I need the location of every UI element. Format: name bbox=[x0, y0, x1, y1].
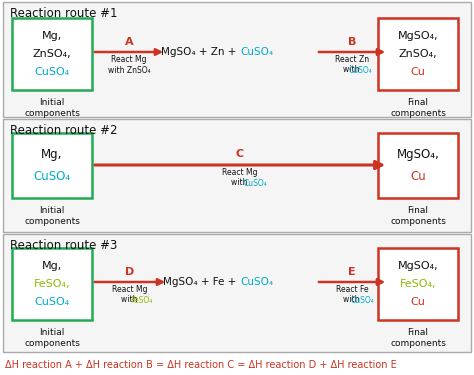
Text: CuSO₄: CuSO₄ bbox=[35, 297, 70, 307]
Text: ΔH reaction A + ΔH reaction B = ΔH reaction C = ΔH reaction D + ΔH reaction E: ΔH reaction A + ΔH reaction B = ΔH react… bbox=[5, 360, 397, 370]
Text: React Fe
with: React Fe with bbox=[336, 285, 368, 304]
Bar bbox=[3, 234, 471, 352]
Bar bbox=[378, 248, 458, 320]
Text: Reaction route #3: Reaction route #3 bbox=[10, 239, 118, 252]
Text: Final
components: Final components bbox=[390, 98, 446, 118]
Text: D: D bbox=[126, 267, 135, 277]
Text: FeSO₄: FeSO₄ bbox=[130, 296, 152, 305]
Text: E: E bbox=[348, 267, 356, 277]
Text: Initial
components: Initial components bbox=[24, 206, 80, 226]
Bar bbox=[12, 133, 92, 198]
Bar bbox=[378, 133, 458, 198]
Text: MgSO₄,: MgSO₄, bbox=[397, 148, 439, 161]
Text: ZnSO₄,: ZnSO₄, bbox=[33, 49, 71, 59]
Text: MgSO₄,: MgSO₄, bbox=[398, 31, 438, 41]
Text: FeSO₄,: FeSO₄, bbox=[34, 279, 70, 289]
Text: A: A bbox=[125, 37, 133, 47]
Text: Final
components: Final components bbox=[390, 206, 446, 226]
Text: FeSO₄,: FeSO₄, bbox=[400, 279, 436, 289]
Text: CuSO₄: CuSO₄ bbox=[240, 277, 273, 287]
Text: B: B bbox=[348, 37, 356, 47]
Bar bbox=[378, 18, 458, 90]
Text: Mg,: Mg, bbox=[41, 148, 63, 161]
Text: CuSO₄: CuSO₄ bbox=[244, 179, 268, 188]
Text: React Mg
with ZnSO₄: React Mg with ZnSO₄ bbox=[108, 55, 150, 75]
Text: Reaction route #1: Reaction route #1 bbox=[10, 7, 118, 20]
Text: React Mg
with: React Mg with bbox=[222, 168, 258, 188]
Text: CuSO₄: CuSO₄ bbox=[349, 66, 373, 75]
Text: Final
components: Final components bbox=[390, 328, 446, 348]
Text: MgSO₄ + Fe +: MgSO₄ + Fe + bbox=[164, 277, 240, 287]
Bar bbox=[12, 248, 92, 320]
Text: CuSO₄: CuSO₄ bbox=[34, 170, 71, 183]
Text: MgSO₄,: MgSO₄, bbox=[398, 261, 438, 271]
Text: React Zn
with: React Zn with bbox=[335, 55, 369, 74]
Bar bbox=[3, 119, 471, 232]
Text: CuSO₄: CuSO₄ bbox=[351, 296, 375, 305]
Bar bbox=[12, 18, 92, 90]
Text: Initial
components: Initial components bbox=[24, 98, 80, 118]
Text: Cu: Cu bbox=[410, 67, 426, 77]
Text: Cu: Cu bbox=[410, 297, 426, 307]
Text: C: C bbox=[236, 149, 244, 159]
Text: ZnSO₄,: ZnSO₄, bbox=[399, 49, 438, 59]
Text: Cu: Cu bbox=[410, 170, 426, 183]
Text: Initial
components: Initial components bbox=[24, 328, 80, 348]
Text: CuSO₄: CuSO₄ bbox=[240, 47, 273, 57]
Text: Mg,: Mg, bbox=[42, 261, 62, 271]
Text: React Mg
with: React Mg with bbox=[112, 285, 148, 304]
Text: MgSO₄ + Zn +: MgSO₄ + Zn + bbox=[161, 47, 240, 57]
Text: Reaction route #2: Reaction route #2 bbox=[10, 124, 118, 137]
Text: Mg,: Mg, bbox=[42, 31, 62, 41]
Bar bbox=[3, 2, 471, 117]
Text: CuSO₄: CuSO₄ bbox=[35, 67, 70, 77]
